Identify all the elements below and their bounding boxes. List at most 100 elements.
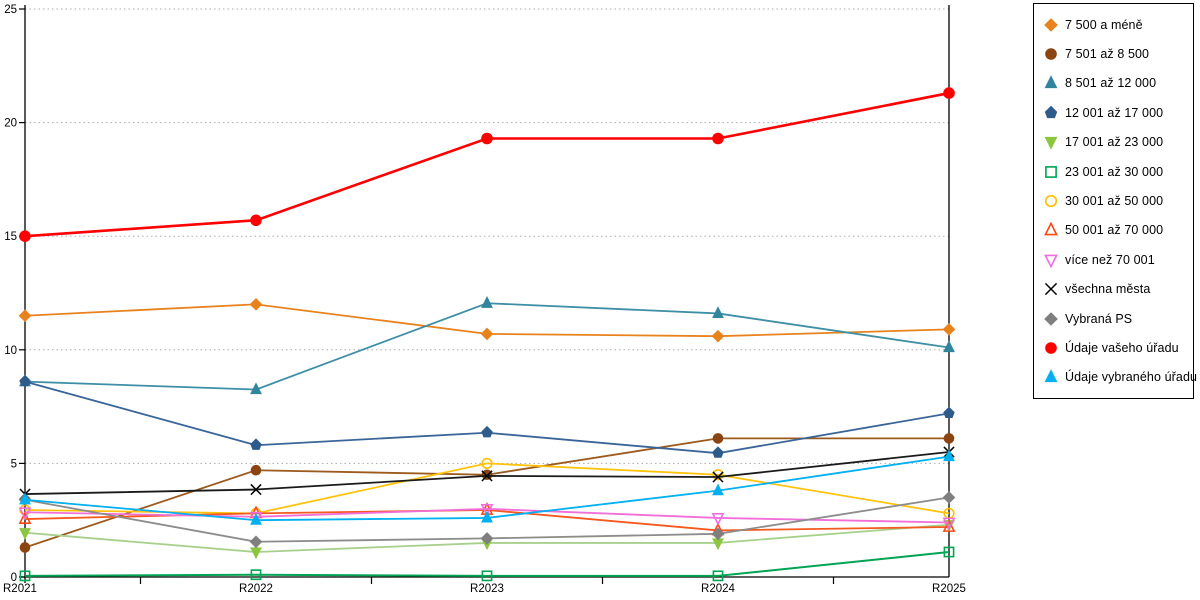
triangle-up-marker [942, 519, 956, 532]
legend-label: 50 001 až 70 000 [1065, 223, 1164, 238]
diamond-marker [942, 491, 956, 504]
circle-marker [481, 469, 493, 481]
diamond-marker [942, 323, 956, 336]
square-marker [481, 570, 493, 582]
legend-item: 7 501 až 8 500 [1043, 39, 1189, 68]
legend-item: 17 001 až 23 000 [1043, 128, 1189, 157]
legend-item: 7 500 a méně [1043, 10, 1189, 39]
legend-label: 12 001 až 17 000 [1065, 105, 1164, 120]
series-0 [18, 298, 956, 343]
series-line [24, 551, 950, 577]
diamond-marker [18, 309, 32, 323]
legend-label: více než 70 001 [1065, 252, 1155, 267]
legend-item: 30 001 až 50 000 [1043, 186, 1189, 215]
triangle-up-marker [481, 296, 493, 308]
legend-item: Vybraná PS [1043, 304, 1189, 333]
legend-label: 17 001 až 23 000 [1065, 135, 1164, 150]
series-line [24, 507, 950, 524]
triangle-up-marker [250, 512, 262, 525]
y-tick-label: 25 [4, 4, 17, 16]
legend-label: 23 001 až 30 000 [1065, 164, 1164, 179]
series-line [24, 437, 949, 549]
diamond-marker [711, 329, 725, 343]
x-category-label: R2024 [701, 583, 735, 595]
triangle-down-marker [480, 503, 494, 517]
triangle-up-marker [712, 483, 724, 496]
circle-marker [943, 433, 955, 444]
circle-marker [712, 433, 724, 444]
series-1 [19, 433, 955, 553]
circle-icon [1045, 342, 1057, 354]
pentagon-marker [481, 425, 493, 438]
legend-item: všechna města [1043, 275, 1189, 304]
diamond-marker [711, 527, 725, 541]
x-category-label: R2023 [470, 583, 504, 595]
triangle-up-marker [18, 511, 32, 524]
pentagon-marker [250, 438, 262, 450]
triangle-up-icon [1044, 369, 1058, 383]
legend-item: 23 001 až 30 000 [1043, 157, 1189, 186]
circle-icon [1045, 48, 1057, 60]
legend-item: 8 501 až 12 000 [1043, 69, 1189, 98]
series-line [24, 462, 950, 515]
diamond-marker [1044, 17, 1058, 32]
pentagon-icon [1044, 105, 1058, 118]
x-category-label: R2021 [3, 583, 37, 595]
triangle-down-marker [19, 528, 31, 540]
series-line [24, 380, 950, 455]
series-line [24, 302, 950, 391]
square-marker [19, 570, 31, 582]
circle-marker [712, 469, 724, 481]
y-tick-label: 20 [4, 118, 17, 130]
triangle-down-marker [249, 511, 263, 525]
triangle-down-icon [1044, 137, 1058, 150]
x-category-label: R2022 [239, 583, 273, 595]
triangle-down-icon [1044, 254, 1058, 268]
series-8 [18, 503, 956, 531]
square-marker [1045, 165, 1057, 178]
square-marker [712, 570, 724, 582]
series-12 [19, 449, 955, 525]
triangle-down-marker [250, 547, 262, 560]
diamond-icon [1044, 311, 1058, 326]
circle-marker [712, 132, 724, 145]
triangle-up-marker [250, 382, 262, 395]
legend-item: 12 001 až 17 000 [1043, 98, 1189, 127]
triangle-up-marker [943, 449, 955, 462]
legend-item: Údaje vašeho úřadu [1043, 333, 1189, 362]
y-tick-label: 5 [11, 458, 17, 470]
circle-marker [250, 464, 262, 476]
legend-label: Vybraná PS [1065, 311, 1133, 326]
circle-marker [943, 87, 955, 99]
triangle-up-marker [943, 340, 955, 353]
square-marker [250, 569, 262, 581]
legend-item: 50 001 až 70 000 [1043, 216, 1189, 245]
series-5 [19, 546, 955, 582]
circle-marker [1045, 48, 1057, 60]
triangle-up-marker [1044, 369, 1058, 383]
triangle-up-marker [19, 492, 31, 505]
triangle-up-marker [1044, 75, 1058, 89]
series-10 [18, 491, 956, 549]
circle-marker [1044, 194, 1058, 208]
series-11 [19, 87, 955, 242]
triangle-down-marker [711, 513, 725, 526]
x-marker [250, 483, 262, 496]
circle-marker [1045, 342, 1057, 354]
triangle-up-marker [1044, 222, 1058, 236]
chart-legend: 7 500 a méně 7 501 až 8 500 8 501 až 12 00… [1033, 3, 1197, 400]
legend-label: všechna města [1065, 282, 1151, 297]
square-icon [1045, 165, 1057, 178]
triangle-up-marker [712, 306, 724, 319]
legend-item: Údaje vybraného úřadu [1043, 363, 1197, 392]
diamond-marker [480, 532, 494, 545]
circle-marker [481, 457, 493, 470]
triangle-down-marker [942, 517, 956, 531]
triangle-down-marker [18, 507, 32, 521]
circle-marker [250, 214, 262, 227]
legend-label: 30 001 až 50 000 [1065, 194, 1164, 209]
pentagon-marker [943, 406, 955, 419]
x-marker [1044, 283, 1058, 296]
